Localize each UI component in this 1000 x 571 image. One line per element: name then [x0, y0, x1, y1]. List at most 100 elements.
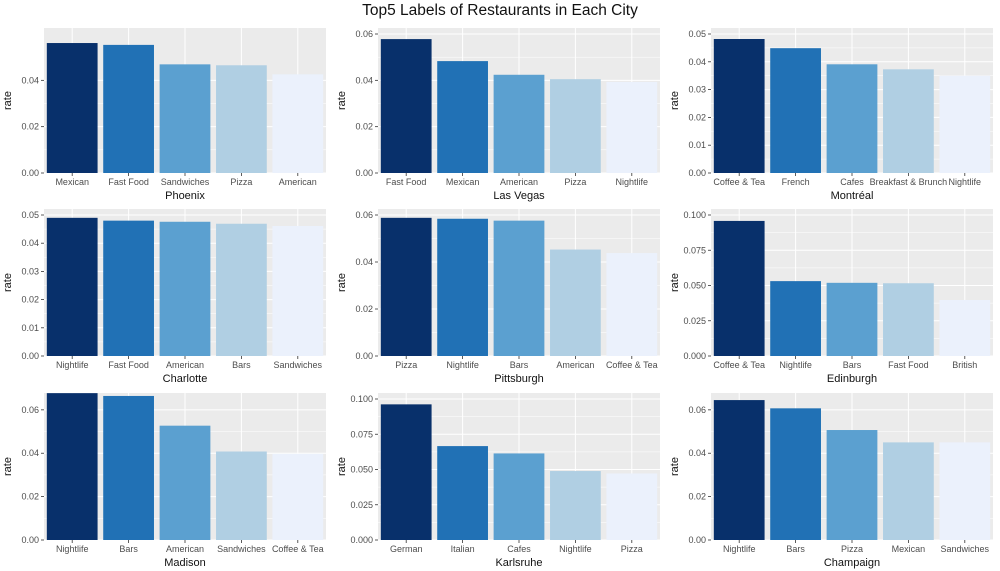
y-tick-label: 0.04 — [21, 238, 39, 248]
y-tick-label: 0.03 — [688, 85, 706, 95]
x-axis-label: Pittsburgh — [494, 373, 544, 385]
y-axis-label: rate — [669, 457, 681, 476]
bar-bars — [493, 220, 545, 356]
y-tick-label: 0.04 — [355, 75, 373, 85]
x-tick-label: Nightlife — [559, 544, 592, 554]
facet-panel-charlotte: 0.00 0.01 0.02 0.03 0.04 0.05 Nightlife Fast Fo… — [2, 209, 326, 385]
bar-french — [770, 48, 821, 173]
x-tick-label: Coffee & Tea — [713, 360, 765, 370]
x-tick-label: Bars — [786, 544, 805, 554]
y-tick-label: 0.000 — [350, 535, 373, 545]
y-tick-label: 0.025 — [683, 316, 706, 326]
y-tick-label: 0.000 — [683, 351, 706, 361]
y-axis-label: rate — [2, 457, 14, 476]
y-tick-label: 0.00 — [21, 351, 39, 361]
facet-panel-edinburgh: 0.000 0.025 0.050 0.075 0.100 Coffee & Tea Nig… — [669, 209, 993, 385]
x-tick-label: Fast Food — [386, 177, 427, 187]
y-tick-label: 0.025 — [350, 500, 373, 510]
x-tick-label: German — [390, 544, 423, 554]
y-tick-label: 0.04 — [355, 257, 373, 267]
bar-breakfast-brunch — [883, 69, 934, 173]
facet-panel-karlsruhe: 0.000 0.025 0.050 0.075 0.100 German Italian Ca… — [336, 393, 660, 569]
bar-bars — [826, 282, 878, 356]
y-tick-label: 0.02 — [21, 122, 39, 132]
bar-nightlife — [770, 281, 821, 356]
y-axis-label: rate — [669, 91, 681, 110]
x-tick-label: Nightlife — [56, 360, 89, 370]
bar-american — [159, 425, 211, 540]
y-tick-label: 0.00 — [355, 351, 373, 361]
bar-nightlife — [550, 471, 601, 540]
x-tick-label: Pizza — [564, 177, 586, 187]
x-tick-label: Fast Food — [888, 360, 929, 370]
bar-nightlife — [46, 217, 98, 356]
bar-sandwiches — [159, 64, 211, 173]
facet-panel-madison: 0.00 0.02 0.04 0.06 Nightlife Bars American San… — [2, 393, 326, 569]
x-tick-label: Bars — [119, 544, 138, 554]
bar-sandwiches — [939, 442, 991, 540]
y-tick-label: 0.04 — [688, 57, 706, 67]
x-tick-label: American — [279, 177, 317, 187]
x-tick-label: Coffee & Tea — [713, 177, 765, 187]
x-tick-label: Pizza — [841, 544, 863, 554]
x-tick-label: Sandwiches — [941, 544, 990, 554]
bar-american — [550, 249, 601, 356]
y-tick-label: 0.04 — [21, 75, 39, 85]
x-tick-label: Nightlife — [779, 360, 812, 370]
bar-pizza — [550, 79, 601, 173]
x-tick-label: Breakfast & Brunch — [870, 177, 948, 187]
y-tick-label: 0.02 — [21, 295, 39, 305]
y-tick-label: 0.050 — [350, 465, 373, 475]
y-tick-label: 0.02 — [355, 122, 373, 132]
bar-pizza — [216, 65, 267, 173]
x-tick-label: Mexican — [892, 544, 926, 554]
x-axis-label: Charlotte — [163, 373, 208, 385]
x-tick-label: Nightlife — [616, 177, 649, 187]
bar-fast-food — [103, 44, 154, 173]
bar-fast-food — [380, 39, 432, 174]
y-tick-label: 0.00 — [688, 168, 706, 178]
y-tick-label: 0.04 — [688, 448, 706, 458]
facet-panel-las-vegas: 0.00 0.02 0.04 0.06 Fast Food Mexican American… — [336, 28, 660, 202]
y-tick-label: 0.06 — [21, 405, 39, 415]
facet-panel-montr-al: 0.00 0.01 0.02 0.03 0.04 0.05 Coffee & Tea Fren… — [669, 28, 993, 202]
y-axis-label: rate — [336, 457, 348, 476]
bar-cafes — [493, 453, 545, 540]
bar-nightlife — [437, 218, 488, 356]
y-tick-label: 0.04 — [21, 448, 39, 458]
bar-mexican — [46, 43, 98, 173]
bar-pizza — [606, 473, 658, 540]
bar-pizza — [380, 217, 432, 356]
x-tick-label: Sandwiches — [161, 177, 210, 187]
bar-nightlife — [606, 81, 658, 173]
x-tick-label: American — [166, 360, 204, 370]
x-tick-label: Sandwiches — [274, 360, 323, 370]
x-tick-label: Cafes — [507, 544, 531, 554]
facet-panel-phoenix: 0.00 0.02 0.04 Mexican Fast Food Sandwiches Pi… — [2, 28, 326, 202]
y-axis-label: rate — [2, 273, 14, 292]
bar-sandwiches — [272, 225, 324, 356]
y-tick-label: 0.03 — [21, 266, 39, 276]
x-tick-label: Mexican — [446, 177, 480, 187]
bar-american — [159, 221, 211, 356]
y-tick-label: 0.00 — [21, 168, 39, 178]
x-tick-label: American — [166, 544, 204, 554]
y-tick-label: 0.02 — [688, 492, 706, 502]
y-axis-label: rate — [2, 91, 14, 110]
x-tick-label: Sandwiches — [217, 544, 266, 554]
x-tick-label: Italian — [451, 544, 475, 554]
y-tick-label: 0.05 — [21, 210, 39, 220]
x-tick-label: Mexican — [55, 177, 89, 187]
bar-sandwiches — [216, 451, 267, 540]
x-tick-label: American — [500, 177, 538, 187]
y-tick-label: 0.02 — [355, 304, 373, 314]
bar-british — [939, 300, 991, 356]
x-tick-label: French — [782, 177, 810, 187]
x-tick-label: Bars — [843, 360, 862, 370]
x-axis-label: Las Vegas — [493, 190, 545, 202]
x-tick-label: Pizza — [230, 177, 252, 187]
x-axis-label: Phoenix — [165, 190, 205, 202]
bar-coffee-tea — [272, 453, 324, 540]
facet-panel-pittsburgh: 0.00 0.02 0.04 0.06 Pizza Nightlife Bars Americ… — [336, 209, 660, 385]
